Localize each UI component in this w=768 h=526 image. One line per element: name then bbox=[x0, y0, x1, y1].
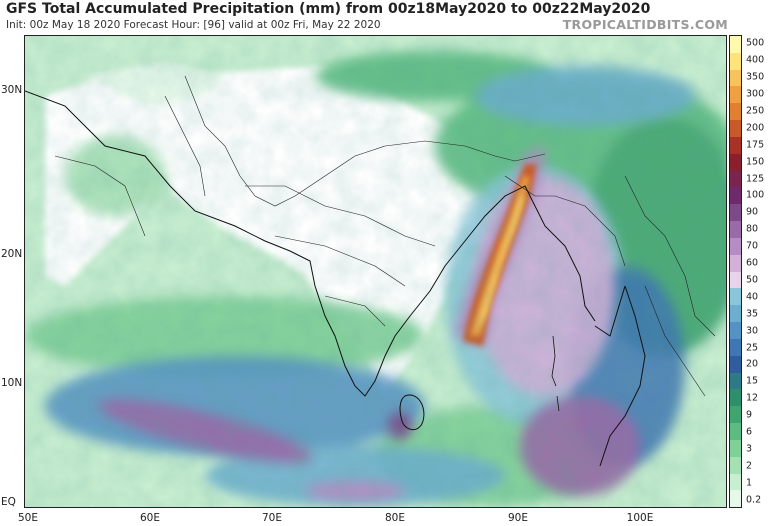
colorbar-labels: 500 400 350 300 250 200 175 150 125 100 90 80 70 60 50… bbox=[746, 35, 768, 508]
lat-label: EQ bbox=[1, 496, 16, 508]
colorbar-label: 150 bbox=[746, 156, 765, 168]
colorbar-segment bbox=[730, 52, 741, 70]
lon-label: 90E bbox=[508, 512, 528, 524]
colorbar-segment bbox=[730, 456, 741, 474]
colorbar-segment bbox=[730, 338, 741, 356]
colorbar-segment bbox=[730, 439, 741, 457]
lat-label: 20N bbox=[1, 248, 23, 260]
colorbar-segment bbox=[730, 204, 741, 222]
colorbar-segment bbox=[730, 372, 741, 390]
colorbar-label: 15 bbox=[746, 375, 759, 387]
colorbar-label: 9 bbox=[746, 409, 753, 421]
colorbar-label: 400 bbox=[746, 54, 765, 66]
colorbar-segment bbox=[730, 473, 741, 491]
colorbar-segment bbox=[730, 187, 741, 205]
precipitation-map bbox=[24, 35, 727, 508]
colorbar-segment bbox=[730, 36, 741, 53]
andaman-islands bbox=[551, 335, 560, 412]
lon-label: 80E bbox=[385, 512, 405, 524]
colorbar-label: 100 bbox=[746, 189, 765, 201]
colorbar-label: 90 bbox=[746, 206, 759, 218]
colorbar-label: 175 bbox=[746, 139, 765, 151]
lon-label: 50E bbox=[18, 512, 38, 524]
colorbar-segment bbox=[730, 389, 741, 407]
colorbar-label: 35 bbox=[746, 308, 759, 320]
colorbar-label: 200 bbox=[746, 122, 765, 134]
colorbar-segment bbox=[730, 355, 741, 373]
colorbar-label: 80 bbox=[746, 223, 759, 235]
precip-texture bbox=[25, 36, 726, 507]
colorbar-label: 1 bbox=[746, 477, 753, 489]
colorbar-segment bbox=[730, 103, 741, 121]
colorbar-label: 60 bbox=[746, 257, 759, 269]
colorbar-label: 3 bbox=[746, 443, 753, 455]
colorbar-segment bbox=[730, 322, 741, 339]
chart-subtitle: Init: 00z May 18 2020 Forecast Hour: [96… bbox=[6, 19, 381, 31]
colorbar-label: 250 bbox=[746, 105, 765, 117]
lon-label: 60E bbox=[140, 512, 160, 524]
colorbar-segment bbox=[730, 221, 741, 238]
colorbar-segment bbox=[730, 237, 741, 255]
colorbar-label: 70 bbox=[746, 240, 759, 252]
source-watermark: TROPICALTIDBITS.COM bbox=[562, 17, 728, 32]
coastlines bbox=[25, 90, 646, 467]
colorbar bbox=[729, 35, 742, 508]
colorbar-segment bbox=[730, 288, 741, 306]
colorbar-segment bbox=[730, 490, 741, 508]
colorbar-label: 30 bbox=[746, 325, 759, 337]
colorbar-segment bbox=[730, 69, 741, 87]
lon-label: 70E bbox=[262, 512, 282, 524]
chart-title: GFS Total Accumulated Precipitation (mm)… bbox=[6, 1, 651, 17]
colorbar-label: 0.2 bbox=[746, 494, 762, 506]
colorbar-label: 2 bbox=[746, 460, 753, 472]
lon-label: 100E bbox=[626, 512, 654, 524]
lat-label: 10N bbox=[1, 377, 23, 389]
colorbar-segment bbox=[730, 86, 741, 104]
colorbar-segment bbox=[730, 120, 741, 137]
colorbar-label: 12 bbox=[746, 392, 759, 404]
colorbar-label: 25 bbox=[746, 342, 759, 354]
colorbar-label: 40 bbox=[746, 291, 759, 303]
colorbar-segment bbox=[730, 136, 741, 154]
colorbar-label: 6 bbox=[746, 426, 753, 438]
lat-label: 30N bbox=[1, 84, 23, 96]
colorbar-label: 350 bbox=[746, 71, 765, 83]
colorbar-segment bbox=[730, 170, 741, 188]
colorbar-label: 300 bbox=[746, 88, 765, 100]
colorbar-segment bbox=[730, 254, 741, 272]
colorbar-segment bbox=[730, 423, 741, 440]
colorbar-label: 50 bbox=[746, 274, 759, 286]
colorbar-label: 500 bbox=[746, 37, 765, 49]
borders bbox=[54, 75, 716, 397]
colorbar-segment bbox=[730, 271, 741, 289]
colorbar-label: 20 bbox=[746, 358, 759, 370]
colorbar-segment bbox=[730, 406, 741, 424]
colorbar-segment bbox=[730, 305, 741, 323]
colorbar-segment bbox=[730, 153, 741, 171]
map-svg bbox=[25, 36, 726, 507]
colorbar-label: 125 bbox=[746, 173, 765, 185]
